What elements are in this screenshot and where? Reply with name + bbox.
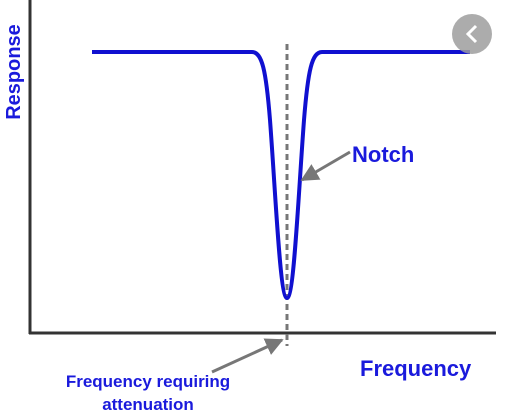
response-curve — [92, 50, 470, 301]
back-button[interactable] — [452, 14, 492, 54]
attenuation-label: Frequency requiring — [66, 372, 230, 391]
back-button-circle[interactable] — [452, 14, 492, 54]
attenuation-arrow — [211, 338, 284, 374]
y-axis-label: Response — [3, 24, 25, 120]
back-chevron[interactable] — [465, 24, 478, 44]
notch-arrow — [300, 150, 351, 182]
attenuation-label: attenuation — [102, 395, 194, 414]
x-axis-label: Frequency — [360, 356, 472, 381]
notch-label: Notch — [352, 142, 414, 167]
